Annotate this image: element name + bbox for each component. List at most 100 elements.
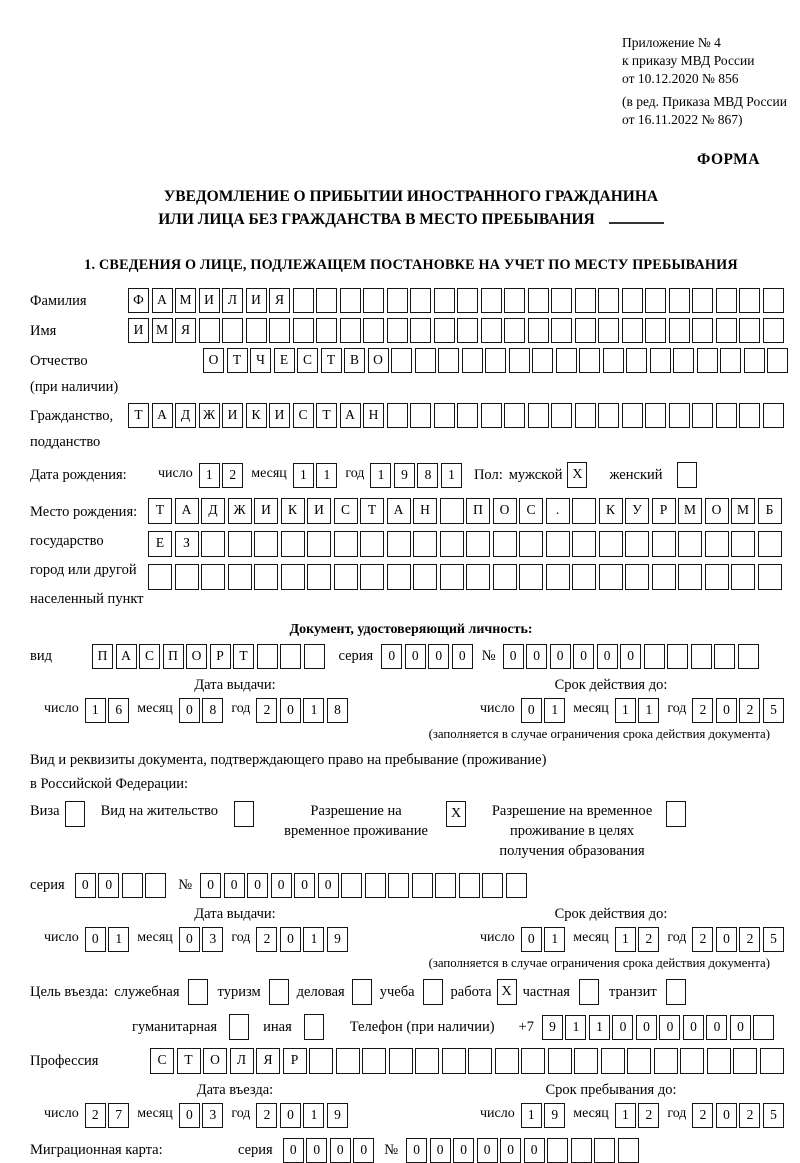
char-cell	[594, 1138, 616, 1163]
char-cell	[388, 1048, 413, 1074]
temp-residence-checkbox: X	[446, 801, 467, 827]
migration-series-label: серия	[238, 1142, 273, 1158]
char-cell: 0	[502, 644, 524, 669]
char-cell: 0	[279, 698, 301, 723]
title-line-2: ИЛИ ЛИЦА БЕЗ ГРАЖДАНСТВА В МЕСТО ПРЕБЫВА…	[30, 208, 792, 231]
char-cell: 1	[303, 1103, 325, 1128]
char-cell	[572, 531, 596, 557]
char-cell: 9	[544, 1103, 566, 1128]
char-cell: 0	[682, 1014, 704, 1040]
char-cell: 1	[520, 1103, 542, 1128]
phone-prefix: +7	[518, 1018, 534, 1035]
appendix-line: от 10.12.2020 № 856	[622, 71, 739, 86]
char-cell	[572, 564, 596, 590]
char-cell	[653, 1048, 678, 1074]
day-word: число	[44, 1106, 79, 1121]
char-cell	[617, 1138, 639, 1163]
char-cell	[148, 564, 172, 590]
char-cell: М	[731, 498, 755, 524]
char-cell	[482, 873, 504, 898]
char-cell: 7	[108, 1103, 130, 1128]
char-cell: 0	[715, 698, 737, 723]
char-cell: Я	[175, 318, 196, 343]
month-word: месяц	[573, 701, 609, 716]
sex-female-checkbox	[676, 462, 697, 488]
char-cell: С	[297, 348, 318, 373]
char-cell: 0	[306, 1138, 328, 1163]
char-cell	[621, 318, 643, 343]
char-cell: 2	[692, 1103, 714, 1128]
char-cell	[441, 1048, 466, 1074]
birth-place-label: Место рождения: государство город или др…	[30, 498, 148, 614]
phone-label: Телефон (при наличии)	[349, 1018, 495, 1035]
char-cell	[649, 348, 671, 373]
given-name-label: Имя	[30, 323, 57, 339]
char-cell: 0	[270, 873, 292, 898]
char-cell	[532, 348, 553, 373]
char-cell: 1	[614, 698, 636, 723]
purpose-label: Цель въезда:	[30, 983, 109, 1000]
char-cell	[757, 531, 782, 557]
char-cell: 0	[715, 1103, 737, 1128]
residence-number-label: №	[178, 877, 193, 893]
char-cell	[720, 348, 741, 373]
char-cell: Я	[269, 288, 290, 313]
char-cell	[492, 564, 517, 590]
char-cell: М	[175, 288, 196, 313]
char-cell	[551, 288, 572, 313]
char-cell: И	[198, 288, 220, 313]
char-cell: О	[704, 498, 729, 524]
char-cell: 2	[692, 927, 714, 952]
char-cell	[269, 318, 290, 343]
char-cell: 2	[692, 698, 714, 723]
char-cell: 0	[329, 1138, 351, 1163]
char-cell	[458, 873, 480, 898]
char-cell	[668, 403, 690, 428]
title-line-1: УВЕДОМЛЕНИЕ О ПРИБЫТИИ ИНОСТРАННОГО ГРАЖ…	[163, 188, 659, 205]
char-cell: 0	[282, 1138, 304, 1163]
year-word: год	[345, 465, 365, 481]
char-cell: С	[333, 498, 358, 524]
char-cell: 1	[638, 698, 660, 723]
char-cell: 5	[762, 927, 784, 952]
char-cell	[174, 564, 199, 590]
char-cell	[492, 531, 517, 557]
residence-doc-note: (заполняется в случае ограничения срока …	[428, 956, 770, 970]
char-cell	[341, 873, 363, 898]
char-cell	[410, 318, 431, 343]
char-cell: 0	[74, 873, 96, 898]
char-cell	[292, 318, 314, 343]
char-cell	[439, 498, 464, 524]
char-cell	[692, 288, 713, 313]
purpose-transit-label: транзит	[608, 983, 657, 1000]
temp-residence-education-label: Разрешение на временное проживание в цел…	[491, 803, 653, 859]
char-cell	[579, 348, 600, 373]
char-cell: 8	[202, 698, 224, 723]
char-cell	[280, 644, 301, 669]
char-cell: 8	[326, 698, 348, 723]
char-cell: 0	[279, 1103, 301, 1128]
char-cell: И	[222, 403, 243, 428]
purpose-other-label: иная	[263, 1018, 292, 1035]
year-word: год	[667, 701, 687, 716]
char-cell: 0	[520, 927, 542, 952]
char-cell	[198, 318, 220, 343]
citizenship-label-line1: Гражданство,	[30, 408, 114, 424]
doc-series-label: серия	[338, 648, 374, 664]
char-cell: 0	[247, 873, 269, 898]
